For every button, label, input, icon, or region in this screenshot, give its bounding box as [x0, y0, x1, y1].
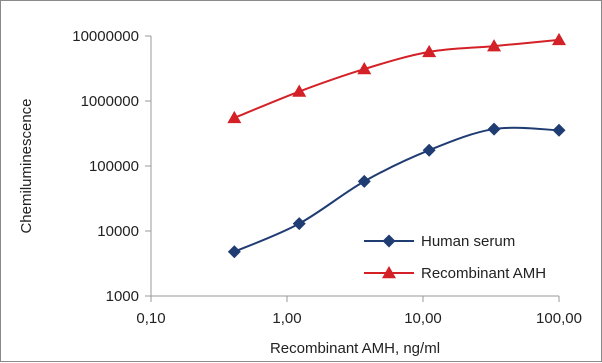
data-point [552, 123, 566, 137]
data-point [422, 143, 436, 157]
data-point [487, 122, 501, 136]
data-point [422, 44, 437, 58]
y-tick-label: 100000 [89, 158, 139, 175]
y-tick-label: 1000 [106, 288, 139, 305]
data-point [292, 84, 307, 97]
data-point [227, 110, 242, 124]
data-point [357, 62, 372, 75]
x-tick-label: 100,00 [536, 310, 582, 327]
data-point [487, 39, 502, 52]
y-axis-title: Chemiluminescence [18, 98, 35, 233]
data-point [552, 32, 566, 46]
y-tick-label: 10000 [97, 223, 139, 240]
legend-entry: Recombinant AMH [364, 265, 546, 282]
series-layer [227, 32, 566, 259]
series-line [233, 126, 560, 253]
legend-label: Human serum [421, 233, 515, 250]
legend-marker [382, 234, 396, 248]
axes: 1000 10000 100000 1000000 10000000 0,10 1,00 10… [18, 28, 582, 357]
data-point [227, 245, 241, 259]
y-tick-label: 10000000 [72, 28, 139, 45]
legend: Human serum Recombinant AMH [364, 233, 546, 282]
y-tick-label: 1000000 [81, 93, 139, 110]
series-recombinant-amh [227, 32, 566, 124]
series-human-serum [227, 122, 566, 259]
data-point [292, 217, 306, 231]
data-point [357, 174, 371, 188]
legend-marker [382, 266, 396, 279]
x-tick-label: 1,00 [272, 310, 301, 327]
series-line [233, 38, 560, 119]
x-axis-title: Recombinant AMH, ng/ml [270, 340, 440, 357]
legend-entry: Human serum [364, 233, 515, 250]
x-tick-label: 10,00 [404, 310, 442, 327]
x-tick-label: 0,10 [136, 310, 165, 327]
legend-label: Recombinant AMH [421, 265, 546, 282]
